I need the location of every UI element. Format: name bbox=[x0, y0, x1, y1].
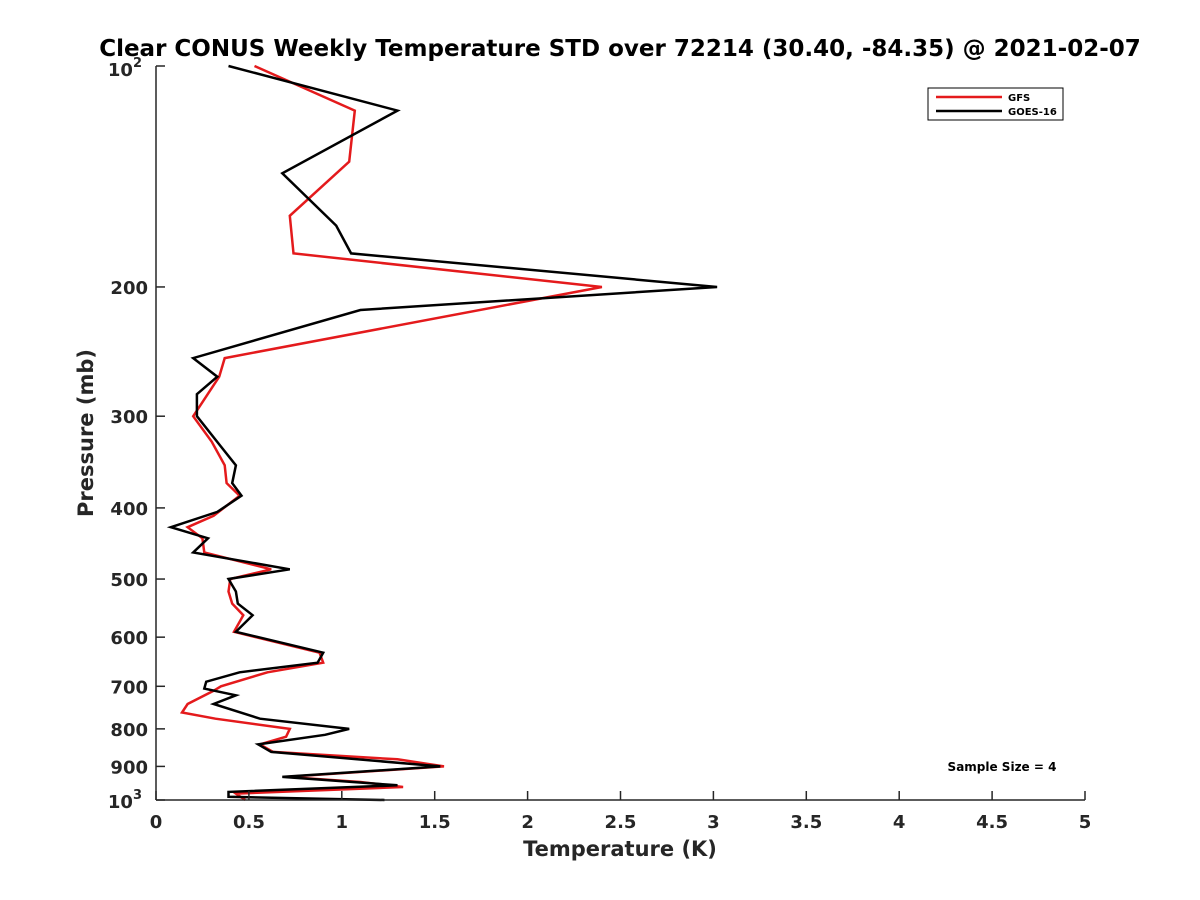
y-tick-label: 200 bbox=[110, 278, 148, 299]
y-tick-label: 800 bbox=[110, 720, 148, 741]
y-tick-label: 500 bbox=[110, 570, 148, 591]
legend-label-gfs: GFS bbox=[1008, 93, 1030, 104]
x-tick-label: 0.5 bbox=[233, 812, 265, 833]
x-tick-label: 2 bbox=[521, 812, 534, 833]
chart-title: Clear CONUS Weekly Temperature STD over … bbox=[99, 36, 1141, 62]
x-tick-label: 2.5 bbox=[605, 812, 637, 833]
x-tick-label: 1 bbox=[336, 812, 349, 833]
legend: GFS GOES-16 bbox=[927, 87, 1064, 121]
y-tick-label: 900 bbox=[110, 757, 148, 778]
x-tick-label: 4.5 bbox=[976, 812, 1008, 833]
x-tick-label: 5 bbox=[1079, 812, 1092, 833]
x-tick-label: 4 bbox=[893, 812, 906, 833]
x-tick-label: 3.5 bbox=[790, 812, 822, 833]
legend-box bbox=[927, 87, 1064, 121]
x-ticks: 0 0.5 1 1.5 2 2.5 3 3.5 4 4.5 5 bbox=[150, 791, 1092, 833]
y-bottom-tick-label: 103 bbox=[108, 788, 142, 813]
y-tick-label: 400 bbox=[110, 499, 148, 520]
y-tick-label: 300 bbox=[110, 407, 148, 428]
y-ticks: 200 300 400 500 600 700 800 900 bbox=[110, 65, 165, 801]
legend-label-goes16: GOES-16 bbox=[1008, 107, 1057, 118]
x-tick-label: 0 bbox=[150, 812, 163, 833]
y-top-tick-label: 102 bbox=[108, 56, 142, 81]
x-tick-label: 3 bbox=[707, 812, 720, 833]
y-tick-label: 700 bbox=[110, 677, 148, 698]
plot-area bbox=[166, 64, 718, 802]
x-tick-label: 1.5 bbox=[419, 812, 451, 833]
y-axis-title: Pressure (mb) bbox=[74, 349, 98, 517]
sample-size-annotation: Sample Size = 4 bbox=[948, 760, 1057, 774]
series-line-goes16 bbox=[166, 64, 718, 802]
x-axis-title: Temperature (K) bbox=[523, 837, 717, 861]
y-tick-label: 600 bbox=[110, 628, 148, 649]
